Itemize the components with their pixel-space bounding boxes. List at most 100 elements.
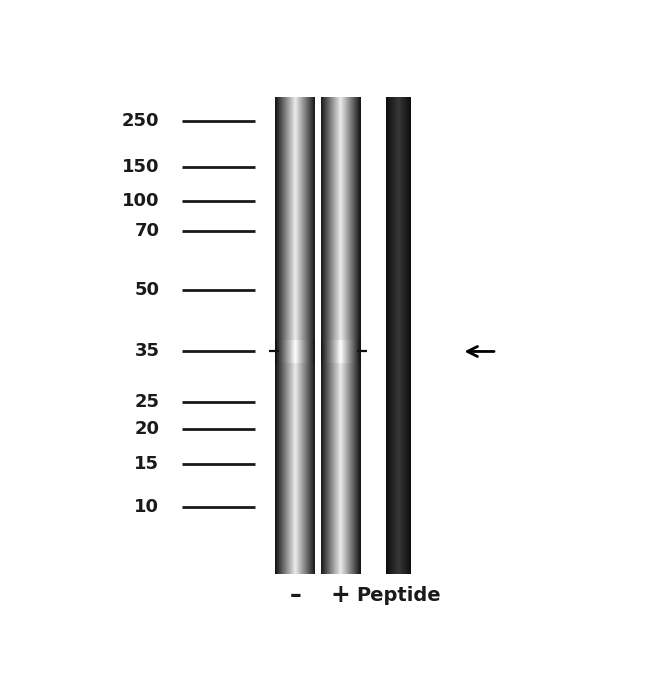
FancyBboxPatch shape xyxy=(346,97,347,574)
FancyBboxPatch shape xyxy=(300,97,301,574)
FancyBboxPatch shape xyxy=(347,97,348,574)
FancyBboxPatch shape xyxy=(282,97,283,574)
FancyBboxPatch shape xyxy=(297,97,298,574)
FancyBboxPatch shape xyxy=(314,97,315,574)
FancyBboxPatch shape xyxy=(303,97,304,574)
Text: 100: 100 xyxy=(122,192,159,210)
FancyBboxPatch shape xyxy=(321,340,322,363)
FancyBboxPatch shape xyxy=(351,340,352,363)
FancyBboxPatch shape xyxy=(329,340,330,363)
FancyBboxPatch shape xyxy=(312,340,313,363)
FancyBboxPatch shape xyxy=(322,340,323,363)
FancyBboxPatch shape xyxy=(279,97,280,574)
FancyBboxPatch shape xyxy=(340,340,341,363)
FancyBboxPatch shape xyxy=(352,97,353,574)
FancyBboxPatch shape xyxy=(298,340,299,363)
FancyBboxPatch shape xyxy=(343,97,344,574)
FancyBboxPatch shape xyxy=(330,340,331,363)
FancyBboxPatch shape xyxy=(306,340,307,363)
FancyBboxPatch shape xyxy=(335,340,336,363)
FancyBboxPatch shape xyxy=(326,340,327,363)
Text: +: + xyxy=(331,583,350,608)
FancyBboxPatch shape xyxy=(297,340,298,363)
FancyBboxPatch shape xyxy=(295,340,296,363)
FancyBboxPatch shape xyxy=(282,340,283,363)
FancyBboxPatch shape xyxy=(279,340,280,363)
FancyBboxPatch shape xyxy=(291,97,292,574)
FancyBboxPatch shape xyxy=(355,340,356,363)
FancyBboxPatch shape xyxy=(342,97,343,574)
FancyBboxPatch shape xyxy=(294,97,295,574)
FancyBboxPatch shape xyxy=(339,97,340,574)
FancyBboxPatch shape xyxy=(359,97,360,574)
FancyBboxPatch shape xyxy=(339,340,340,363)
FancyBboxPatch shape xyxy=(335,97,336,574)
FancyBboxPatch shape xyxy=(291,340,292,363)
FancyBboxPatch shape xyxy=(310,340,311,363)
FancyBboxPatch shape xyxy=(312,97,313,574)
FancyBboxPatch shape xyxy=(325,97,326,574)
FancyBboxPatch shape xyxy=(347,340,348,363)
FancyBboxPatch shape xyxy=(307,340,308,363)
FancyBboxPatch shape xyxy=(278,340,279,363)
FancyBboxPatch shape xyxy=(341,97,342,574)
FancyBboxPatch shape xyxy=(294,340,295,363)
FancyBboxPatch shape xyxy=(283,97,284,574)
FancyBboxPatch shape xyxy=(310,97,311,574)
FancyBboxPatch shape xyxy=(358,340,359,363)
FancyBboxPatch shape xyxy=(299,340,300,363)
FancyBboxPatch shape xyxy=(324,97,325,574)
FancyBboxPatch shape xyxy=(336,97,337,574)
FancyBboxPatch shape xyxy=(356,340,357,363)
Text: 15: 15 xyxy=(135,455,159,473)
FancyBboxPatch shape xyxy=(341,340,342,363)
FancyBboxPatch shape xyxy=(337,97,338,574)
FancyBboxPatch shape xyxy=(334,97,335,574)
FancyBboxPatch shape xyxy=(303,340,304,363)
FancyBboxPatch shape xyxy=(345,340,346,363)
FancyBboxPatch shape xyxy=(285,97,286,574)
FancyBboxPatch shape xyxy=(333,97,334,574)
FancyBboxPatch shape xyxy=(329,97,330,574)
FancyBboxPatch shape xyxy=(292,340,293,363)
FancyBboxPatch shape xyxy=(351,97,352,574)
FancyBboxPatch shape xyxy=(314,340,315,363)
FancyBboxPatch shape xyxy=(331,97,332,574)
FancyBboxPatch shape xyxy=(360,97,361,574)
FancyBboxPatch shape xyxy=(309,340,310,363)
FancyBboxPatch shape xyxy=(293,340,294,363)
FancyBboxPatch shape xyxy=(346,340,347,363)
FancyBboxPatch shape xyxy=(302,97,303,574)
FancyBboxPatch shape xyxy=(320,340,321,363)
FancyBboxPatch shape xyxy=(342,340,343,363)
FancyBboxPatch shape xyxy=(332,97,333,574)
FancyBboxPatch shape xyxy=(302,340,303,363)
FancyBboxPatch shape xyxy=(290,340,291,363)
FancyBboxPatch shape xyxy=(349,97,350,574)
FancyBboxPatch shape xyxy=(295,97,296,574)
Text: 35: 35 xyxy=(135,342,159,361)
FancyBboxPatch shape xyxy=(280,97,281,574)
FancyBboxPatch shape xyxy=(328,97,329,574)
FancyBboxPatch shape xyxy=(323,97,324,574)
Text: Peptide: Peptide xyxy=(356,586,441,605)
FancyBboxPatch shape xyxy=(334,340,335,363)
FancyBboxPatch shape xyxy=(292,97,293,574)
FancyBboxPatch shape xyxy=(287,97,288,574)
FancyBboxPatch shape xyxy=(306,97,307,574)
FancyBboxPatch shape xyxy=(277,97,278,574)
FancyBboxPatch shape xyxy=(304,340,305,363)
FancyBboxPatch shape xyxy=(308,340,309,363)
FancyBboxPatch shape xyxy=(277,340,278,363)
FancyBboxPatch shape xyxy=(284,340,285,363)
FancyBboxPatch shape xyxy=(275,97,276,574)
FancyBboxPatch shape xyxy=(343,340,344,363)
FancyBboxPatch shape xyxy=(311,340,312,363)
FancyBboxPatch shape xyxy=(285,340,286,363)
FancyBboxPatch shape xyxy=(286,340,287,363)
FancyBboxPatch shape xyxy=(325,340,326,363)
FancyBboxPatch shape xyxy=(288,340,289,363)
Text: –: – xyxy=(289,583,301,608)
FancyBboxPatch shape xyxy=(340,97,341,574)
FancyBboxPatch shape xyxy=(284,97,285,574)
